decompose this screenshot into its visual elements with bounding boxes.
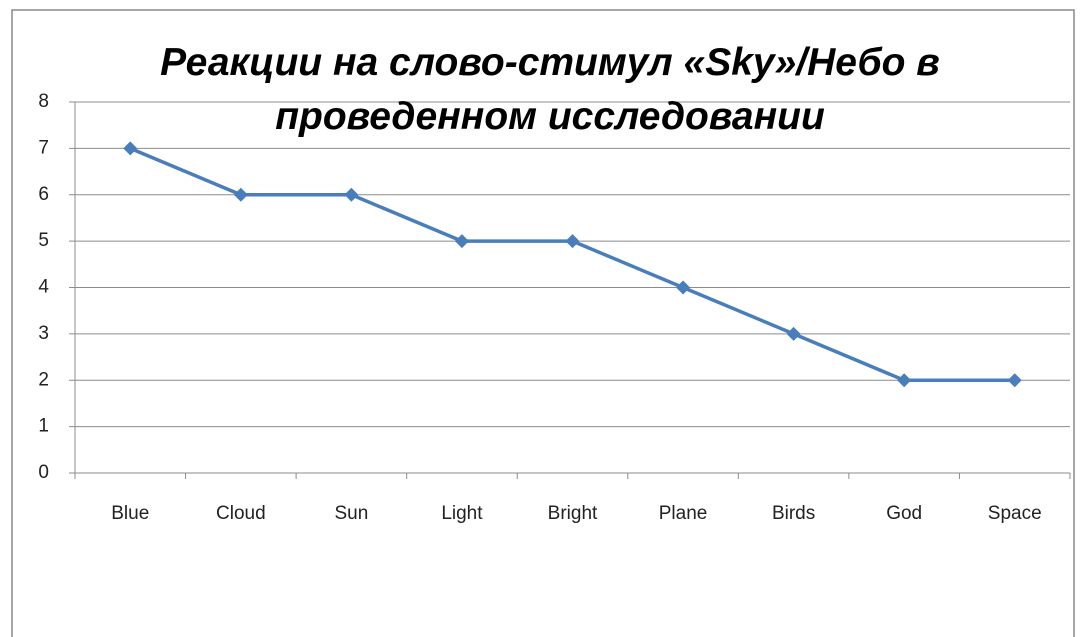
y-tick-label: 0 [38,462,49,483]
x-tick-label: Plane [659,503,708,524]
x-tick-label: Cloud [216,503,266,524]
x-tick-label: Space [988,503,1042,524]
y-tick-label: 8 [38,91,49,112]
y-tick-label: 6 [38,184,49,205]
y-tick-label: 7 [38,137,49,158]
marker [897,373,912,388]
x-tick-label: Sun [334,503,368,524]
y-tick-label: 3 [38,323,49,344]
y-tick-label: 2 [38,369,49,390]
y-tick-label: 4 [38,277,49,298]
marker [344,187,359,202]
x-tick-label: Blue [111,503,149,524]
marker [786,326,801,341]
x-tick-label: Birds [772,503,815,524]
marker [123,141,138,156]
x-tick-label: Bright [548,503,598,524]
x-tick-label: Light [441,503,483,524]
marker [454,234,469,249]
marker [565,234,580,249]
line [129,146,1015,382]
chart-title: Реакции на слово-стимул «Sky»/Небо в про… [160,41,940,138]
x-tick-label: God [886,503,922,524]
y-tick-label: 5 [38,230,49,251]
marker [233,187,248,202]
y-tick-label: 1 [38,416,49,437]
marker [1007,373,1022,388]
chart-border [11,9,1075,637]
marker [676,280,691,295]
